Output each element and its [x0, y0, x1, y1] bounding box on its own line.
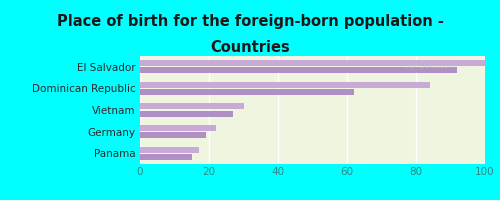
Bar	[140, 67, 458, 73]
Bar	[140, 103, 244, 109]
Bar	[140, 89, 354, 95]
Bar	[140, 82, 430, 88]
Bar	[140, 132, 205, 138]
Bar	[140, 147, 198, 153]
Bar	[140, 60, 485, 66]
Text: Countries: Countries	[210, 40, 290, 55]
Bar	[140, 154, 192, 160]
Bar	[140, 125, 216, 131]
Bar	[140, 111, 233, 117]
Text: Place of birth for the foreign-born population -: Place of birth for the foreign-born popu…	[56, 14, 444, 29]
Text: City-Data.com: City-Data.com	[402, 61, 456, 70]
